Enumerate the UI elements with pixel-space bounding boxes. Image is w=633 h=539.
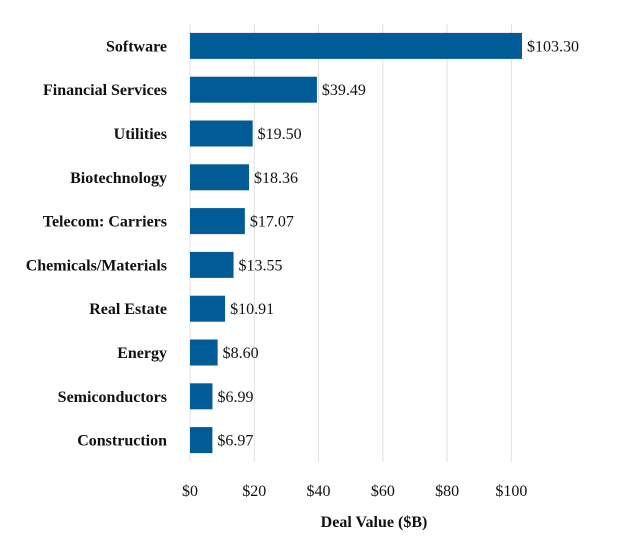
value-label: $6.99 (217, 389, 253, 406)
category-label: Semiconductors (58, 389, 167, 406)
value-label: $10.91 (230, 301, 274, 318)
bar (190, 32, 522, 59)
value-label: $17.07 (250, 214, 294, 231)
category-label: Utilities (114, 126, 167, 143)
value-label: $18.36 (254, 170, 298, 187)
category-label: Real Estate (89, 301, 167, 318)
category-label: Construction (77, 433, 167, 450)
bar (190, 339, 218, 366)
bar (190, 208, 245, 235)
bars (190, 32, 522, 454)
category-label: Biotechnology (70, 170, 167, 187)
bar (190, 295, 226, 322)
value-label: $103.30 (527, 38, 579, 55)
x-tick-label: $20 (242, 483, 266, 500)
value-label: $6.97 (217, 433, 253, 450)
category-labels: Software Financial Services Utilities Biote… (26, 38, 167, 449)
bar (190, 164, 250, 191)
category-label: Financial Services (43, 82, 167, 99)
value-label: $19.50 (258, 126, 302, 143)
x-axis-ticks: $0 $20 $40 $60 $80 $100 (182, 483, 527, 500)
category-label: Telecom: Carriers (43, 214, 167, 231)
value-label: $8.60 (223, 345, 259, 362)
category-label: Energy (117, 345, 167, 362)
value-label: $13.55 (239, 257, 283, 274)
x-tick-label: $80 (435, 483, 459, 500)
x-axis-title: Deal Value ($B) (321, 514, 428, 531)
category-label: Chemicals/Materials (26, 257, 167, 274)
x-tick-label: $60 (371, 483, 395, 500)
x-tick-label: $100 (495, 483, 527, 500)
x-tick-label: $0 (182, 483, 198, 500)
x-tick-label: $40 (307, 483, 331, 500)
bar (190, 383, 213, 410)
bar (190, 251, 234, 278)
category-label: Software (106, 38, 167, 55)
bar (190, 120, 253, 147)
value-labels: $103.30 $39.49 $19.50 $18.36 $17.07 $13.55 $10… (217, 38, 579, 449)
bar (190, 76, 317, 103)
value-label: $39.49 (322, 82, 366, 99)
bar (190, 427, 213, 454)
